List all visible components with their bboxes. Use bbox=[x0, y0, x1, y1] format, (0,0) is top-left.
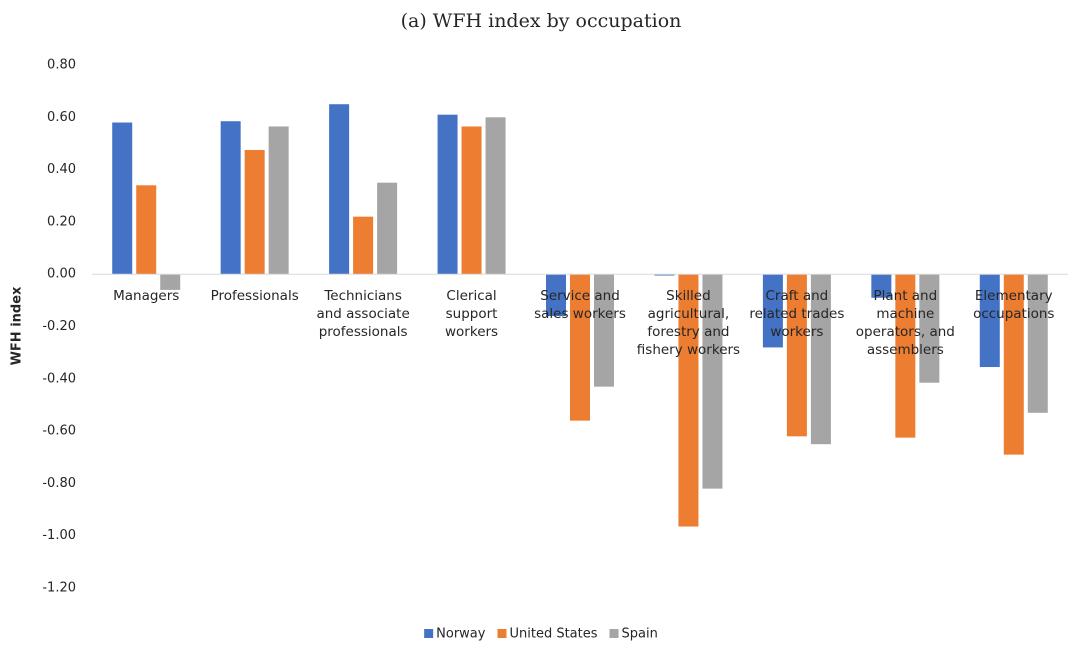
chart-title: (a) WFH index by occupation bbox=[401, 10, 682, 32]
x-tick-label: Elementary occupations bbox=[973, 288, 1055, 323]
y-tick-label: 0.80 bbox=[47, 58, 76, 73]
x-tick-label: Plant and machine operators, and assembl… bbox=[855, 288, 955, 359]
x-tick-label: Managers bbox=[113, 288, 180, 305]
bar bbox=[594, 274, 614, 387]
y-axis-label: WFH index bbox=[10, 286, 25, 365]
bar bbox=[353, 216, 374, 275]
y-tick-label: -0.40 bbox=[42, 371, 76, 386]
legend-label: United States bbox=[509, 627, 597, 642]
y-tick-label: 0.60 bbox=[47, 110, 76, 125]
bar bbox=[485, 117, 506, 275]
y-tick-label: -0.60 bbox=[42, 424, 76, 439]
bar bbox=[244, 149, 265, 275]
y-tick-label: 0.20 bbox=[47, 214, 76, 229]
x-tick-label: Craft and related trades workers bbox=[749, 288, 845, 341]
bar bbox=[437, 114, 458, 275]
bar bbox=[1027, 274, 1048, 413]
x-tick-label: Clerical support workers bbox=[445, 288, 499, 341]
bar bbox=[979, 274, 1000, 368]
bar bbox=[702, 274, 723, 489]
y-tick-label: -1.20 bbox=[42, 581, 76, 596]
y-tick-label: -0.80 bbox=[42, 476, 76, 491]
legend-label: Norway bbox=[436, 627, 486, 642]
bar bbox=[329, 104, 350, 275]
bar bbox=[570, 274, 590, 421]
x-tick-label: Professionals bbox=[210, 288, 299, 305]
bar bbox=[895, 274, 916, 438]
bar bbox=[678, 274, 699, 527]
legend-swatch bbox=[424, 629, 434, 638]
legend-label: Spain bbox=[622, 627, 658, 642]
bar bbox=[786, 274, 807, 437]
bar bbox=[871, 274, 892, 298]
bar bbox=[160, 274, 181, 290]
bar bbox=[810, 274, 831, 445]
y-tick-label: 0.00 bbox=[47, 267, 76, 282]
bar bbox=[268, 126, 289, 275]
bar bbox=[1003, 274, 1024, 455]
bar bbox=[546, 274, 566, 317]
bar bbox=[919, 274, 940, 383]
x-tick-label: Technicians and associate professionals bbox=[316, 288, 410, 341]
legend-swatch bbox=[609, 629, 619, 638]
bar bbox=[377, 182, 398, 275]
x-tick-label: Skilled agricultural, forestry and fishe… bbox=[636, 288, 741, 359]
legend-swatch bbox=[497, 629, 507, 638]
y-tick-label: 0.40 bbox=[47, 162, 76, 177]
bar bbox=[112, 122, 133, 275]
bar bbox=[136, 185, 157, 275]
bar bbox=[654, 274, 675, 276]
bar bbox=[461, 126, 482, 275]
x-tick-label: Service and sales workers bbox=[534, 288, 626, 323]
bar bbox=[220, 121, 241, 275]
y-tick-label: -0.20 bbox=[42, 319, 76, 334]
y-tick-label: -1.00 bbox=[42, 528, 76, 543]
bar bbox=[762, 274, 783, 348]
